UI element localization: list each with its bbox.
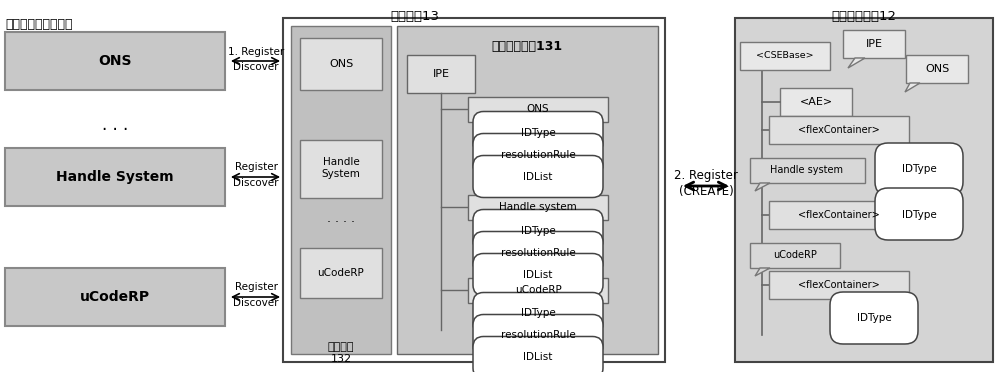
Text: <flexContainer>: <flexContainer>	[798, 125, 880, 135]
Text: IDType: IDType	[521, 225, 555, 235]
FancyBboxPatch shape	[830, 292, 918, 344]
FancyBboxPatch shape	[473, 253, 603, 295]
Bar	[843, 30, 905, 58]
Text: IDType: IDType	[902, 164, 936, 174]
Bar	[397, 26, 658, 354]
Bar	[300, 38, 382, 90]
Bar	[769, 116, 909, 144]
Text: Register: Register	[234, 162, 278, 172]
FancyBboxPatch shape	[473, 112, 603, 154]
FancyBboxPatch shape	[473, 314, 603, 356]
Text: IPE: IPE	[866, 39, 883, 49]
Polygon shape	[905, 83, 920, 92]
Text: 资源管理模块131: 资源管理模块131	[491, 40, 563, 53]
Bar	[780, 88, 852, 116]
Bar	[735, 18, 993, 362]
Text: 第三方标识解析系统: 第三方标识解析系统	[5, 18, 72, 31]
Bar	[769, 201, 909, 229]
Text: uCodeRP: uCodeRP	[515, 285, 561, 295]
Text: ONS: ONS	[527, 104, 549, 114]
Text: <CSEBase>: <CSEBase>	[756, 51, 814, 61]
Text: Handle system: Handle system	[499, 202, 577, 212]
Text: IDList: IDList	[523, 269, 553, 279]
Bar	[283, 18, 665, 362]
Bar	[750, 243, 840, 268]
Text: 互通实伓13: 互通实伓13	[390, 10, 439, 23]
Bar	[750, 158, 865, 183]
FancyBboxPatch shape	[875, 188, 963, 240]
Text: 2. Register: 2. Register	[674, 169, 738, 182]
Text: <flexContainer>: <flexContainer>	[798, 280, 880, 290]
FancyBboxPatch shape	[473, 337, 603, 372]
Text: uCodeRP: uCodeRP	[318, 268, 364, 278]
Text: Discover: Discover	[233, 298, 279, 308]
Polygon shape	[755, 183, 770, 191]
Bar	[407, 55, 475, 93]
Text: IDType: IDType	[521, 308, 555, 318]
Bar	[740, 42, 830, 70]
Bar	[906, 55, 968, 83]
Text: Handle system: Handle system	[770, 165, 844, 175]
Text: Handle System: Handle System	[56, 170, 174, 184]
Text: 1. Register: 1. Register	[228, 47, 284, 57]
Text: uCodeRP: uCodeRP	[80, 290, 150, 304]
Text: ONS: ONS	[98, 54, 132, 68]
Text: IDType: IDType	[521, 128, 555, 138]
Text: 公共业务实伓12: 公共业务实伓12	[832, 10, 896, 23]
Text: . . . .: . . . .	[327, 212, 355, 224]
Text: ONS: ONS	[329, 59, 353, 69]
Bar	[769, 271, 909, 299]
FancyBboxPatch shape	[473, 209, 603, 251]
Bar	[300, 140, 382, 198]
Text: 交互模块: 交互模块	[328, 342, 354, 352]
Bar	[468, 278, 608, 303]
FancyBboxPatch shape	[875, 143, 963, 195]
Text: <AE>: <AE>	[799, 97, 833, 107]
Bar	[5, 148, 225, 206]
Bar	[5, 32, 225, 90]
FancyBboxPatch shape	[473, 292, 603, 334]
FancyBboxPatch shape	[473, 231, 603, 273]
Text: IDList: IDList	[523, 353, 553, 362]
FancyBboxPatch shape	[473, 155, 603, 198]
Bar	[468, 195, 608, 220]
FancyBboxPatch shape	[473, 134, 603, 176]
Text: resolutionRule: resolutionRule	[501, 330, 575, 340]
Text: resolutionRule: resolutionRule	[501, 247, 575, 257]
Text: <flexContainer>: <flexContainer>	[798, 210, 880, 220]
Bar	[5, 268, 225, 326]
Text: Register: Register	[234, 282, 278, 292]
Text: 132: 132	[330, 354, 352, 364]
Text: resolutionRule: resolutionRule	[501, 150, 575, 160]
Text: (CREATE): (CREATE)	[679, 186, 733, 199]
Text: IDType: IDType	[902, 210, 936, 220]
Text: Discover: Discover	[233, 62, 279, 72]
Text: IPE: IPE	[432, 69, 450, 79]
Text: IDList: IDList	[523, 171, 553, 182]
Polygon shape	[848, 58, 865, 68]
Bar	[291, 26, 391, 354]
Text: ONS: ONS	[925, 64, 949, 74]
Text: Handle: Handle	[323, 157, 359, 167]
Text: Discover: Discover	[233, 178, 279, 188]
Polygon shape	[755, 268, 770, 276]
Bar	[300, 248, 382, 298]
Text: IDType: IDType	[857, 313, 891, 323]
Text: System: System	[322, 169, 360, 179]
Text: . . .: . . .	[102, 116, 128, 134]
Text: uCodeRP: uCodeRP	[773, 250, 817, 260]
Bar	[468, 97, 608, 122]
